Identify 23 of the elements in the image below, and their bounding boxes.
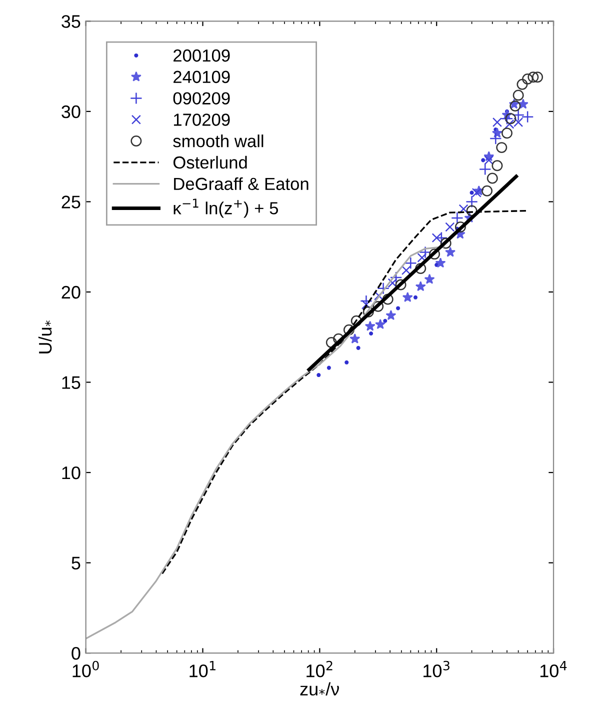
legend-label: 090209 <box>173 92 230 104</box>
y-axis-title: U/u$_{*}$ <box>38 320 52 354</box>
x-tick-label: 10$^{2}$ <box>306 660 332 678</box>
x-tick-label: 10$^{3}$ <box>424 660 450 678</box>
legend-label: 240109 <box>174 70 230 84</box>
y-tick-label: 15 <box>62 376 80 389</box>
x-axis-title: zu$_{*}$/ν <box>300 682 339 696</box>
legend-label: smooth wall <box>173 134 264 148</box>
y-tick-label: 10 <box>62 466 80 480</box>
x-tick-label: 10$^{1}$ <box>190 660 216 678</box>
y-tick-label: 5 <box>72 556 80 570</box>
y-tick-label: 0 <box>72 646 80 660</box>
legend-label: 170209 <box>174 114 230 126</box>
x-tick-label: 10$^{4}$ <box>540 660 567 678</box>
x-tick-label: 10$^{0}$ <box>72 660 99 678</box>
legend-label: Osterlund <box>173 156 247 169</box>
legend-label: κ$^{−1}$ ln(z$^{+}$) + 5 <box>174 198 278 218</box>
legend-label: DeGraaff & Eaton <box>174 177 308 190</box>
legend-label: 200109 <box>174 49 230 62</box>
y-tick-label: 25 <box>62 196 80 208</box>
y-tick-label: 35 <box>62 15 80 28</box>
y-tick-label: 20 <box>62 286 80 299</box>
y-tick-label: 30 <box>62 105 80 118</box>
